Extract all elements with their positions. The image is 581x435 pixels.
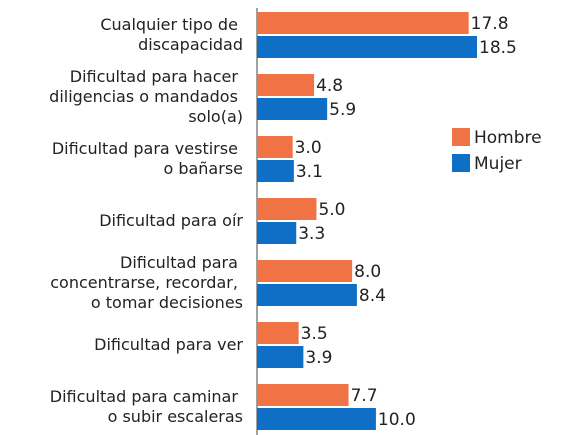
category-label: Dificultad para oír <box>99 211 243 230</box>
category-label: Dificultad para caminar o subir escalera… <box>50 387 243 426</box>
value-label: 5.9 <box>329 100 356 120</box>
bar <box>257 136 293 158</box>
value-label: 3.0 <box>295 138 322 158</box>
category-label: Dificultad para hacer diligencias o mand… <box>49 67 243 126</box>
value-label: 3.3 <box>298 224 325 244</box>
bar <box>257 384 349 406</box>
value-label: 3.1 <box>296 162 323 182</box>
legend-label: Hombre <box>474 128 542 148</box>
bar <box>257 160 294 182</box>
bar <box>257 12 469 34</box>
value-label: 7.7 <box>351 386 378 406</box>
value-label: 8.4 <box>359 286 386 306</box>
legend-label: Mujer <box>474 154 522 174</box>
legend-swatch <box>452 128 470 146</box>
bar <box>257 74 315 96</box>
bar <box>257 222 297 244</box>
value-label: 3.9 <box>305 348 332 368</box>
category-label: Cualquier tipo de discapacidad <box>100 15 243 54</box>
value-label: 5.0 <box>318 200 345 220</box>
bar <box>257 284 357 306</box>
bar <box>257 36 477 58</box>
bar <box>257 346 304 368</box>
value-label: 10.0 <box>378 410 416 430</box>
bar <box>257 98 328 120</box>
bar <box>257 260 353 282</box>
bar <box>257 198 317 220</box>
category-label: Dificultad para ver <box>94 335 243 354</box>
legend-swatch <box>452 154 470 172</box>
value-label: 3.5 <box>301 324 328 344</box>
category-label: Dificultad para concentrarse, recordar, … <box>50 253 243 312</box>
value-label: 4.8 <box>316 76 343 96</box>
bar <box>257 408 376 430</box>
bar <box>257 322 299 344</box>
value-label: 18.5 <box>479 38 517 58</box>
value-label: 8.0 <box>354 262 381 282</box>
category-label: Dificultad para vestirse o bañarse <box>52 139 243 178</box>
value-label: 17.8 <box>471 14 509 34</box>
